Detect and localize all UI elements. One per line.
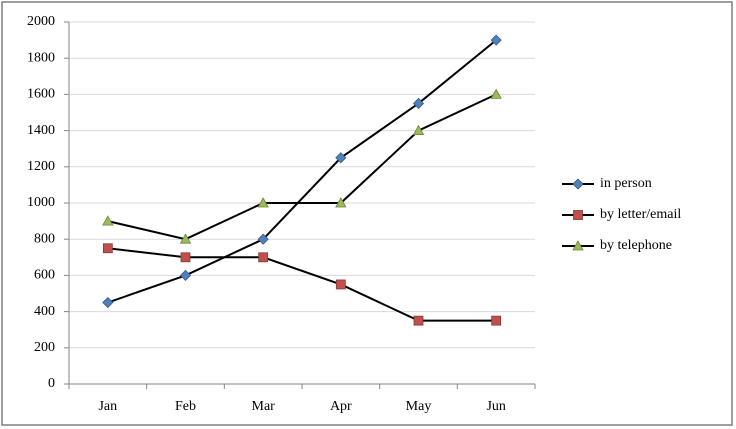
- x-tick-label: Jan: [98, 399, 117, 414]
- y-tick-label: 800: [34, 231, 55, 246]
- data-point: [179, 233, 192, 244]
- data-point: [491, 315, 502, 326]
- legend-label: in person: [600, 176, 652, 191]
- y-tick-label: 1400: [27, 123, 55, 138]
- x-tick-label: Feb: [175, 399, 196, 414]
- legend-marker: [572, 178, 584, 190]
- data-point: [257, 233, 269, 245]
- y-tick-label: 0: [48, 376, 55, 391]
- y-tick-label: 1800: [27, 50, 55, 65]
- data-point: [257, 197, 269, 208]
- y-tick-label: 600: [34, 268, 55, 283]
- x-tick-label: Mar: [252, 399, 276, 414]
- legend-marker: [572, 240, 584, 251]
- data-point: [335, 279, 346, 290]
- data-point: [490, 34, 502, 46]
- data-point: [179, 269, 192, 281]
- series-line: [107, 39, 497, 304]
- data-point: [335, 197, 347, 208]
- y-tick-label: 1600: [27, 87, 55, 102]
- data-point: [258, 252, 269, 263]
- data-point: [490, 88, 502, 99]
- data-point: [180, 252, 191, 263]
- y-tick-label: 2000: [27, 14, 55, 29]
- data-point: [412, 124, 425, 136]
- y-tick-label: 1000: [27, 195, 55, 210]
- legend-label: by letter/email: [600, 207, 681, 222]
- data-point: [335, 152, 347, 164]
- series-line: [107, 93, 497, 241]
- legend-marker: [573, 210, 583, 220]
- x-tick-label: May: [406, 399, 432, 414]
- series-line: [107, 247, 497, 322]
- data-point: [102, 215, 114, 226]
- data-point: [102, 243, 113, 254]
- y-tick-label: 200: [34, 340, 55, 355]
- data-point: [412, 97, 425, 110]
- data-point: [102, 296, 114, 309]
- x-tick-label: Apr: [330, 399, 352, 414]
- x-tick-label: Jun: [486, 399, 505, 414]
- data-point: [413, 315, 424, 326]
- legend-label: by telephone: [600, 238, 672, 253]
- y-tick-label: 400: [34, 304, 55, 319]
- y-tick-label: 1200: [27, 159, 55, 174]
